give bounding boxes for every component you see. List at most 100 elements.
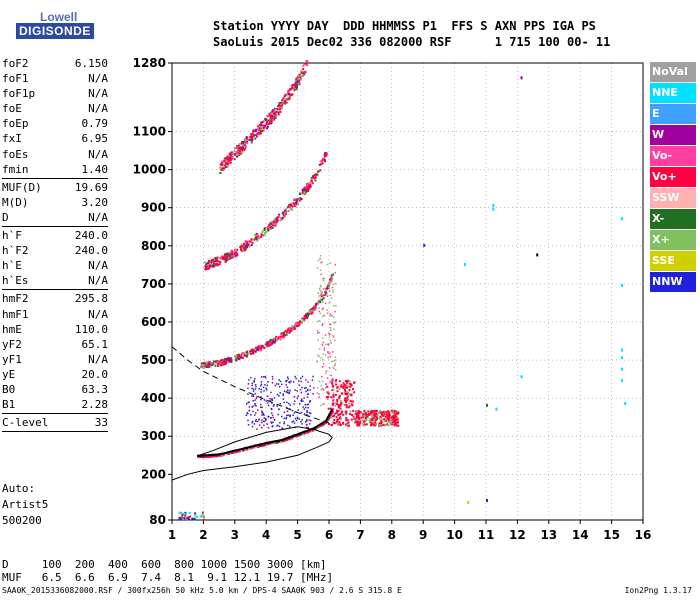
spread-point	[305, 390, 307, 393]
trace-point	[204, 267, 207, 270]
spread-point	[296, 416, 299, 419]
trace-point	[238, 152, 241, 155]
trace-point	[287, 90, 290, 93]
trace-point	[277, 105, 280, 108]
spread-point	[329, 323, 331, 326]
spread-point	[306, 403, 309, 406]
trace-point	[260, 344, 263, 347]
trace-point	[319, 301, 322, 304]
trace-point	[255, 128, 258, 131]
trace-point	[294, 83, 297, 86]
spread-point	[283, 390, 286, 392]
trace-point	[251, 241, 254, 244]
trace-point	[218, 263, 221, 266]
spread-point	[329, 329, 332, 332]
station-header: Station YYYY DAY DDD HHMMSS P1 FFS S AXN…	[213, 18, 610, 50]
spread-point	[321, 343, 323, 346]
y-tick-label: 1280	[133, 56, 166, 70]
spread-point	[382, 411, 385, 414]
trace-point	[256, 239, 259, 242]
trace-point	[313, 308, 316, 311]
trace-point	[320, 160, 323, 163]
trace-point	[297, 321, 300, 324]
spread-point	[387, 414, 390, 417]
spread-point	[328, 336, 331, 338]
spread-point	[297, 395, 300, 397]
spread-point	[301, 386, 303, 389]
spread-point	[301, 419, 303, 421]
spread-point	[337, 405, 340, 408]
spread-point	[392, 417, 395, 420]
trace-point	[245, 355, 248, 358]
trace-point	[325, 154, 328, 157]
spread-point	[372, 423, 375, 426]
trace-point	[235, 355, 238, 358]
param-name: h`F2	[2, 244, 29, 258]
spread-point	[324, 383, 327, 385]
spread-point	[359, 420, 362, 423]
spread-point	[367, 413, 370, 416]
spread-point	[267, 427, 270, 429]
trace-point	[260, 346, 263, 349]
trace-point	[273, 110, 276, 113]
spread-point	[320, 292, 323, 295]
param-row: B0 63.3	[2, 382, 108, 397]
trace-point	[281, 216, 284, 219]
spread-point	[262, 420, 265, 423]
trace-point	[228, 252, 231, 255]
spread-point	[333, 322, 335, 324]
spread-point	[385, 416, 388, 419]
param-row: yE 20.0	[2, 367, 108, 382]
spread-point	[381, 413, 384, 416]
spread-point	[328, 396, 331, 398]
trace-point	[231, 255, 234, 258]
trace-point	[244, 247, 247, 250]
spread-point	[337, 404, 340, 407]
trace-point	[210, 364, 213, 367]
spread-point	[319, 312, 322, 315]
spread-point	[326, 312, 329, 314]
trace-point	[271, 109, 274, 112]
param-row: h`F2 240.0	[2, 243, 108, 258]
spread-point	[247, 387, 249, 390]
spread-point	[345, 412, 348, 415]
spread-point	[357, 420, 360, 423]
spread-point	[316, 360, 318, 363]
spread-point	[285, 380, 287, 383]
spread-point	[392, 418, 395, 421]
spread-point	[358, 422, 361, 425]
param-value: 110.0	[74, 322, 108, 336]
trace-point	[294, 435, 297, 438]
spread-point	[394, 423, 397, 426]
trace-point	[265, 122, 268, 125]
trace-point	[263, 120, 266, 123]
trace-point	[258, 126, 261, 129]
spread-point	[286, 414, 288, 417]
spread-point	[373, 410, 376, 413]
spread-point	[333, 418, 336, 421]
spread-point	[335, 304, 337, 307]
spread-point	[288, 392, 290, 395]
spread-point	[364, 423, 367, 426]
trace-point	[231, 156, 234, 159]
trace-point	[273, 218, 276, 221]
trace-point	[223, 157, 226, 160]
trace-point	[277, 111, 280, 114]
spread-point	[350, 393, 353, 396]
legend-item: SSW	[650, 188, 696, 208]
spread-point	[297, 417, 299, 420]
param-row: hmE 110.0	[2, 322, 108, 337]
spread-point	[334, 369, 337, 371]
trace-point	[254, 137, 257, 140]
spread-point	[348, 393, 351, 396]
noise-point	[193, 518, 196, 521]
trace-point	[241, 449, 244, 452]
trace-point	[273, 442, 276, 445]
spread-point	[330, 342, 332, 344]
spread-point	[321, 324, 324, 327]
spread-point	[322, 280, 325, 282]
spread-point	[247, 423, 250, 426]
trace-point	[201, 364, 204, 367]
spread-point	[277, 424, 279, 427]
spread-point	[260, 381, 263, 383]
